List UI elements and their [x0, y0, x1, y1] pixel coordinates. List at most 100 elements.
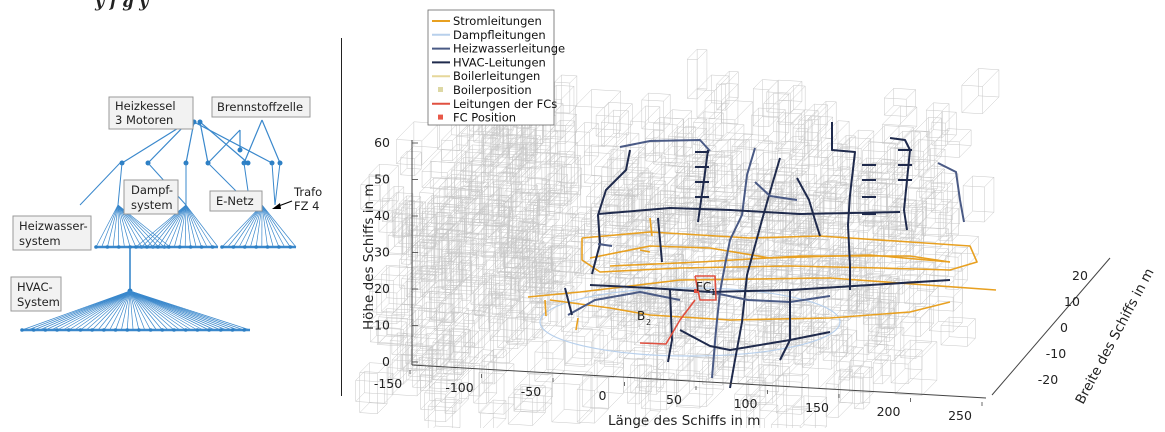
heizwasser-edge: [96, 205, 118, 247]
hvac-leaf-node: [242, 328, 246, 332]
grid-box-face: [826, 402, 853, 417]
grid-box-face: [767, 100, 802, 113]
grid-box-face: [555, 105, 577, 113]
x-tick-label: 200: [877, 404, 901, 419]
z-axis-label: Höhe des Schiffs in m: [361, 184, 377, 330]
x-axis-line: [412, 365, 986, 398]
grid-box-face: [382, 186, 404, 198]
dampf-leaf-node: [211, 245, 215, 249]
grid-box-face: [576, 123, 599, 133]
tree-branch: [208, 130, 240, 163]
hvac-leaf-node: [161, 328, 165, 332]
x-tick-label: -100: [445, 380, 473, 395]
grid-box-face: [535, 369, 565, 382]
grid-box-face: [883, 106, 917, 125]
grid-box-face: [664, 110, 692, 119]
grid-box-face: [565, 329, 603, 342]
grid-box-face: [575, 129, 620, 147]
grid-box-face: [575, 90, 620, 108]
hvac-edge: [57, 291, 130, 330]
enetz-leaf-node: [232, 245, 236, 249]
legend-swatch: [438, 115, 443, 120]
grid-box-face: [929, 287, 962, 298]
hvac-leaf-node: [137, 328, 141, 332]
grid-box-face: [596, 102, 632, 116]
hvac-edge: [130, 291, 192, 330]
grid-box-face: [594, 317, 625, 336]
hvac-leaf-node: [32, 328, 36, 332]
grid-box-face: [475, 277, 520, 296]
enetz-edge: [262, 205, 273, 247]
hvac-leaf-node: [90, 328, 94, 332]
grid-box-face: [676, 357, 713, 372]
strom-pipe: [545, 300, 546, 316]
hvac-leaf-node: [231, 328, 235, 332]
tree-branch: [262, 120, 280, 163]
tree-node: [198, 120, 203, 125]
x-tick-label: 0: [599, 388, 607, 403]
grid-box-face: [610, 215, 633, 226]
hvac-leaf-node: [125, 328, 129, 332]
box-heizwassersystem: Heizwasser- system: [13, 216, 91, 250]
dampf-leaf-node: [178, 245, 182, 249]
grid-box-face: [779, 85, 805, 101]
box-hvac: HVAC- System: [11, 277, 61, 311]
y-tick-label: -10: [1046, 346, 1066, 361]
trafo-line2: FZ 4: [294, 199, 319, 213]
hvac-edge: [92, 291, 130, 330]
grid-box-face: [941, 337, 975, 347]
grid-box-face: [963, 211, 994, 222]
dampf-leaf-node: [167, 245, 171, 249]
heizkessel-line2: 3 Motoren: [115, 113, 173, 127]
hvac-leaf-node: [207, 328, 211, 332]
grid-box-face: [697, 75, 729, 91]
grid-box-face: [753, 117, 778, 127]
hvac-edge: [51, 291, 130, 330]
y-tick-label: 20: [1072, 268, 1088, 283]
grid-box-face: [642, 122, 670, 130]
dampf-leaf-node: [189, 245, 193, 249]
hvac-leaf-node: [172, 328, 176, 332]
z-tick-label: 60: [374, 135, 390, 150]
x-tick-label: 50: [666, 392, 682, 407]
tree-node: [238, 148, 243, 153]
grid-box-face: [401, 151, 422, 159]
enetz-leaf-node: [220, 245, 224, 249]
hvac-pipe: [680, 330, 830, 350]
dampf-line2: system: [131, 198, 173, 212]
legend-label: Heizwasserleitunge: [453, 42, 565, 56]
grid-box-face: [555, 75, 577, 83]
grid-box-face: [440, 294, 463, 304]
trafo-arrow-head: [272, 203, 281, 209]
legend-swatch: [438, 87, 443, 92]
legend-label: Boilerposition: [453, 83, 532, 97]
trafo-line1: Trafo: [293, 185, 322, 199]
x-tick-label: 250: [948, 408, 972, 423]
hvac-edge: [75, 291, 130, 330]
grid-box-face: [732, 134, 768, 147]
brennstoffzelle-label: Brennstoffzelle: [217, 100, 303, 114]
legend-label: Leitungen der FCs: [453, 97, 557, 111]
grid-box-face: [661, 254, 683, 268]
grid-box-face: [962, 96, 999, 114]
x-tick-label: -50: [521, 384, 541, 399]
grid-box-face: [705, 83, 738, 101]
fc-label: FC: [696, 280, 711, 294]
tree-branch: [80, 163, 120, 205]
hvac-leaf-node: [20, 328, 24, 332]
x-axis-label: Länge des Schiffs in m: [608, 413, 760, 428]
enetz-leaf-node: [277, 245, 281, 249]
trafo-annotation: Trafo FZ 4: [272, 185, 322, 213]
legend-label: Boilerleitungen: [453, 69, 540, 83]
dampf-edge: [186, 205, 207, 247]
hvac-leaf-node: [44, 328, 48, 332]
tree-branch: [272, 163, 275, 205]
grid-box-face: [873, 197, 908, 207]
grid-box-face: [677, 388, 724, 407]
hvac-leaf-node: [67, 328, 71, 332]
hvac-edge: [130, 291, 174, 330]
grid-box-face: [360, 403, 387, 414]
dampf-leaf-node: [134, 245, 138, 249]
enetz-leaf-node: [243, 245, 247, 249]
